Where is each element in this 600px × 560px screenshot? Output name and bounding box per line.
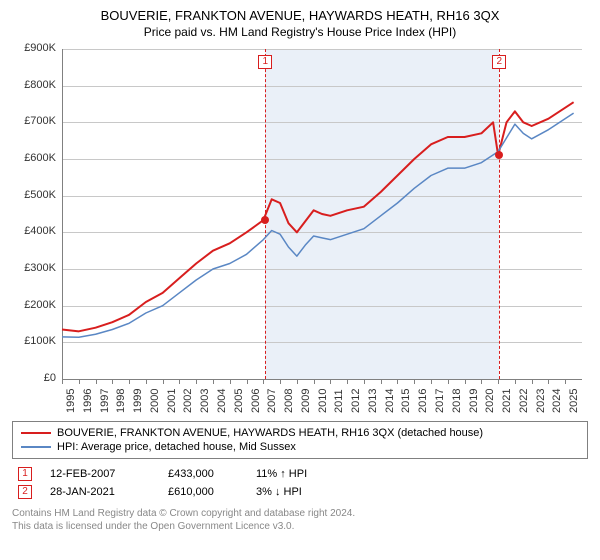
sale-price: £610,000 bbox=[168, 486, 238, 498]
x-tick-label: 1998 bbox=[115, 389, 127, 413]
x-tick-label: 2020 bbox=[484, 389, 496, 413]
x-tick-label: 2019 bbox=[468, 389, 480, 413]
sale-row: 1 12-FEB-2007 £433,000 11% ↑ HPI bbox=[12, 465, 588, 483]
x-tick-label: 2023 bbox=[535, 389, 547, 413]
sale-delta: 11% ↑ HPI bbox=[256, 468, 346, 480]
chart-subtitle: Price paid vs. HM Land Registry's House … bbox=[12, 25, 588, 39]
x-tick-label: 2012 bbox=[350, 389, 362, 413]
x-tick-label: 2013 bbox=[367, 389, 379, 413]
x-tick-label: 2025 bbox=[568, 389, 580, 413]
sale-delta: 3% ↓ HPI bbox=[256, 486, 346, 498]
legend-swatch bbox=[21, 432, 51, 434]
footer-attribution: Contains HM Land Registry data © Crown c… bbox=[12, 507, 588, 533]
x-tick-label: 1995 bbox=[65, 389, 77, 413]
x-tick-label: 2003 bbox=[199, 389, 211, 413]
legend: BOUVERIE, FRANKTON AVENUE, HAYWARDS HEAT… bbox=[12, 421, 588, 459]
footer-line1: Contains HM Land Registry data © Crown c… bbox=[12, 507, 588, 520]
x-tick-label: 2009 bbox=[300, 389, 312, 413]
sale-row: 2 28-JAN-2021 £610,000 3% ↓ HPI bbox=[12, 483, 588, 501]
x-tick-label: 2022 bbox=[518, 389, 530, 413]
sales-table: 1 12-FEB-2007 £433,000 11% ↑ HPI 2 28-JAN-202… bbox=[12, 465, 588, 501]
legend-row: HPI: Average price, detached house, Mid … bbox=[21, 440, 579, 454]
x-tick-label: 2005 bbox=[233, 389, 245, 413]
legend-row: BOUVERIE, FRANKTON AVENUE, HAYWARDS HEAT… bbox=[21, 426, 579, 440]
x-tick-label: 1997 bbox=[99, 389, 111, 413]
x-tick-label: 2008 bbox=[283, 389, 295, 413]
marker-dot bbox=[261, 216, 269, 224]
sale-index: 1 bbox=[18, 467, 32, 481]
legend-label: HPI: Average price, detached house, Mid … bbox=[57, 441, 296, 453]
x-tick-label: 1999 bbox=[132, 389, 144, 413]
sale-date: 28-JAN-2021 bbox=[50, 486, 150, 498]
x-tick-label: 2015 bbox=[400, 389, 412, 413]
sale-index: 2 bbox=[18, 485, 32, 499]
legend-swatch bbox=[21, 446, 51, 448]
marker-label: 1 bbox=[258, 55, 272, 69]
x-tick-label: 2016 bbox=[417, 389, 429, 413]
marker-dot bbox=[495, 151, 503, 159]
x-tick-label: 2018 bbox=[451, 389, 463, 413]
x-tick-label: 2002 bbox=[182, 389, 194, 413]
sale-date: 12-FEB-2007 bbox=[50, 468, 150, 480]
x-tick-label: 2021 bbox=[501, 389, 513, 413]
series-line-property bbox=[62, 102, 574, 331]
footer-line2: This data is licensed under the Open Gov… bbox=[12, 520, 588, 533]
x-tick-label: 2006 bbox=[250, 389, 262, 413]
x-tick-label: 2014 bbox=[384, 389, 396, 413]
marker-label: 2 bbox=[492, 55, 506, 69]
chart-title: BOUVERIE, FRANKTON AVENUE, HAYWARDS HEAT… bbox=[12, 8, 588, 23]
legend-label: BOUVERIE, FRANKTON AVENUE, HAYWARDS HEAT… bbox=[57, 427, 483, 439]
x-tick-label: 2011 bbox=[333, 389, 345, 413]
line-chart-svg bbox=[12, 45, 586, 383]
x-tick-label: 2010 bbox=[317, 389, 329, 413]
x-tick-label: 2001 bbox=[166, 389, 178, 413]
sale-price: £433,000 bbox=[168, 468, 238, 480]
x-tick-label: 1996 bbox=[82, 389, 94, 413]
x-tick-label: 2007 bbox=[266, 389, 278, 413]
chart-area: £0£100K£200K£300K£400K£500K£600K£700K£80… bbox=[12, 45, 588, 415]
x-tick-label: 2000 bbox=[149, 389, 161, 413]
x-tick-label: 2017 bbox=[434, 389, 446, 413]
x-tick-label: 2004 bbox=[216, 389, 228, 413]
x-tick-label: 2024 bbox=[551, 389, 563, 413]
